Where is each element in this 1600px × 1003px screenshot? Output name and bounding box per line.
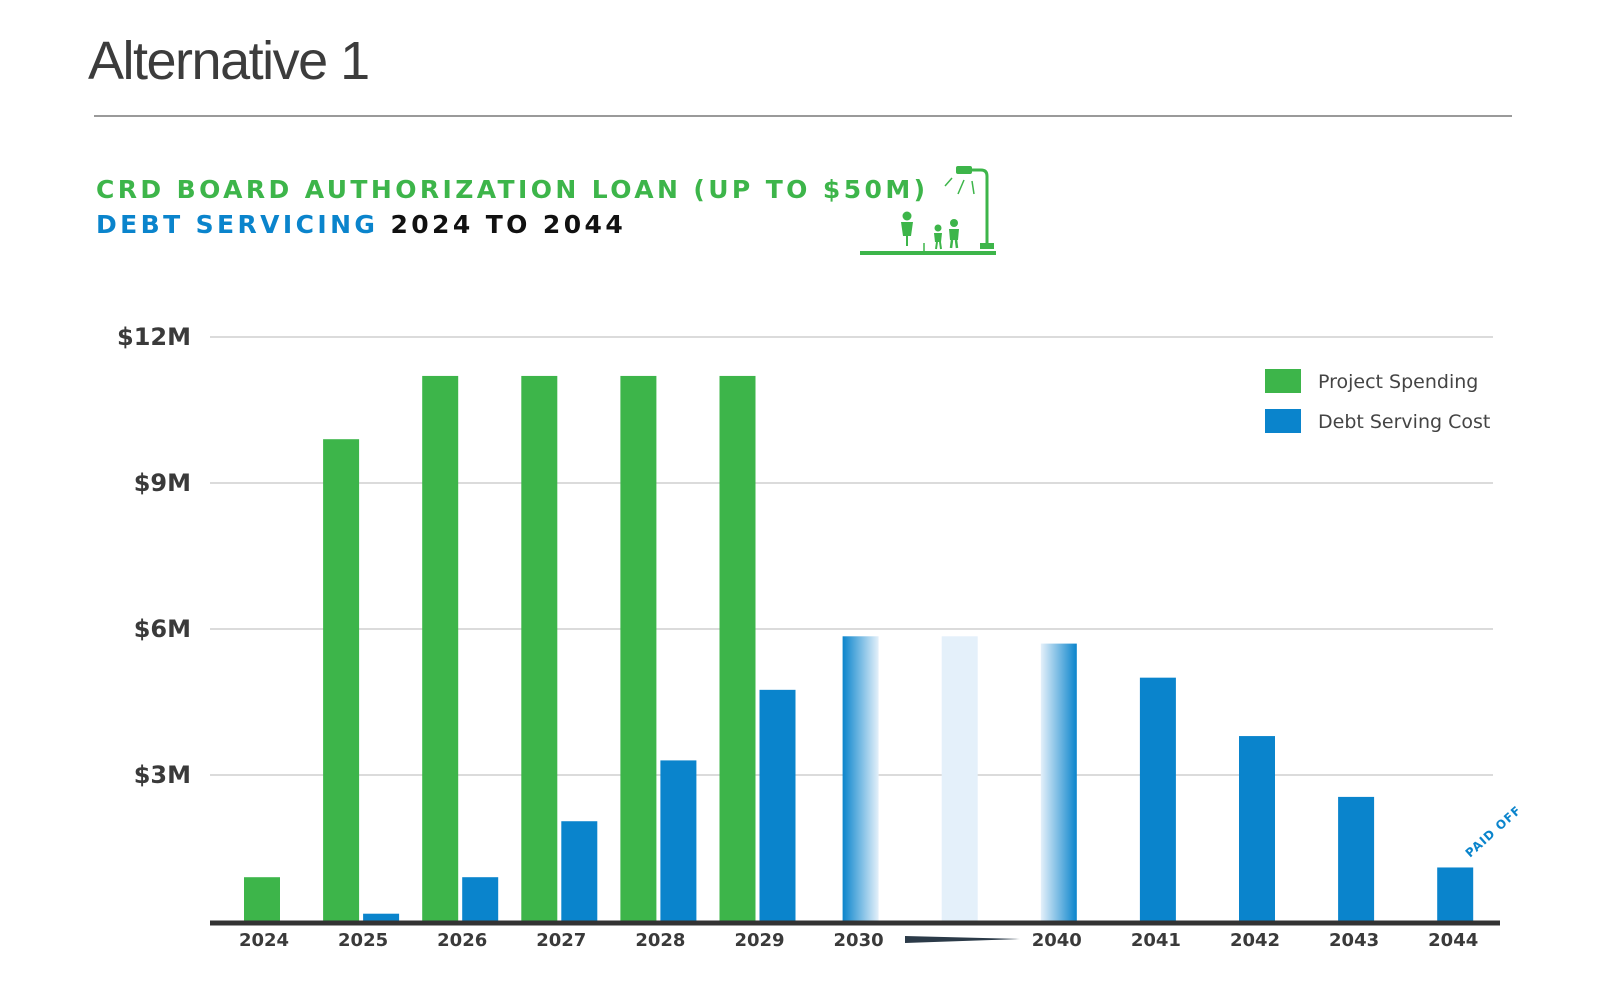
x-tick-label: 2026: [437, 930, 487, 951]
title-divider: [94, 115, 1512, 117]
axis-break-wedge: [905, 936, 1020, 943]
x-tick-label: 2042: [1230, 930, 1280, 951]
x-tick-label: 2030: [834, 930, 884, 951]
chart-heading-date-range: 2024 TO 2044: [390, 210, 627, 239]
x-tick-label: 2024: [239, 930, 289, 951]
x-tick-label: 2028: [635, 930, 685, 951]
x-tick-label: 2044: [1428, 930, 1478, 951]
y-tick-label: $9M: [134, 469, 191, 497]
bar-project-spending-2026: [422, 375, 459, 921]
bar-project-spending-2027: [521, 375, 558, 921]
x-axis-ticks: 2024 2025 2026 2027 2028 2029 2030 2040 2041 2042…: [239, 930, 1478, 951]
bar-debt-serving-cost-2043: [1338, 796, 1375, 921]
bar-debt-serving-cost-2030: [842, 636, 879, 921]
legend-swatch-project-spending: [1265, 369, 1301, 393]
page-title: Alternative 1: [88, 31, 370, 91]
y-tick-label: $12M: [117, 323, 191, 351]
chart-heading-line1: CRD BOARD AUTHORIZATION LOAN (UP TO $50M…: [96, 175, 929, 204]
bar-project-spending-2025: [323, 439, 360, 921]
x-tick-label: 2043: [1329, 930, 1379, 951]
y-tick-label: $6M: [134, 615, 191, 643]
x-tick-label: 2027: [536, 930, 586, 951]
x-tick-label: 2029: [734, 930, 784, 951]
chart-heading-debt-servicing: DEBT SERVICING: [96, 210, 379, 239]
x-tick-label: 2025: [338, 930, 388, 951]
y-tick-label: $3M: [134, 761, 191, 789]
chart-heading: CRD BOARD AUTHORIZATION LOAN (UP TO $50M…: [96, 172, 928, 242]
bar-project-spending-2028: [620, 375, 657, 921]
legend-label-project-spending: Project Spending: [1318, 371, 1478, 393]
bar-debt-serving-cost-2041: [1139, 677, 1176, 921]
people-with-streetlight-icon: [860, 166, 996, 255]
bar-debt-serving-cost-break: [941, 636, 978, 921]
bar-debt-serving-cost-2028: [660, 760, 697, 921]
legend-swatch-debt-serving-cost: [1265, 409, 1301, 433]
bar-debt-serving-cost-2026: [462, 877, 499, 921]
bar-debt-serving-cost-2040: [1040, 643, 1077, 921]
bar-debt-serving-cost-2044: [1437, 867, 1474, 921]
legend-label-debt-serving-cost: Debt Serving Cost: [1318, 411, 1490, 433]
bar-debt-serving-cost-2027: [561, 821, 598, 921]
bar-debt-serving-cost-2025: [363, 913, 400, 921]
x-tick-label: 2040: [1032, 930, 1082, 951]
bar-debt-serving-cost-2029: [759, 689, 796, 921]
bar-debt-serving-cost-2042: [1239, 736, 1275, 921]
x-tick-label: 2041: [1131, 930, 1181, 951]
bars: [244, 375, 1474, 921]
y-axis-ticks: $12M $9M $6M $3M: [117, 323, 191, 789]
bar-project-spending-2029: [719, 375, 756, 921]
legend: Project Spending Debt Serving Cost: [1265, 369, 1490, 433]
paid-off-annotation: PAID OFF: [1463, 803, 1525, 860]
bar-project-spending-2024: [244, 877, 280, 921]
chart-heading-line2: DEBT SERVICING 2024 TO 2044: [96, 207, 928, 242]
